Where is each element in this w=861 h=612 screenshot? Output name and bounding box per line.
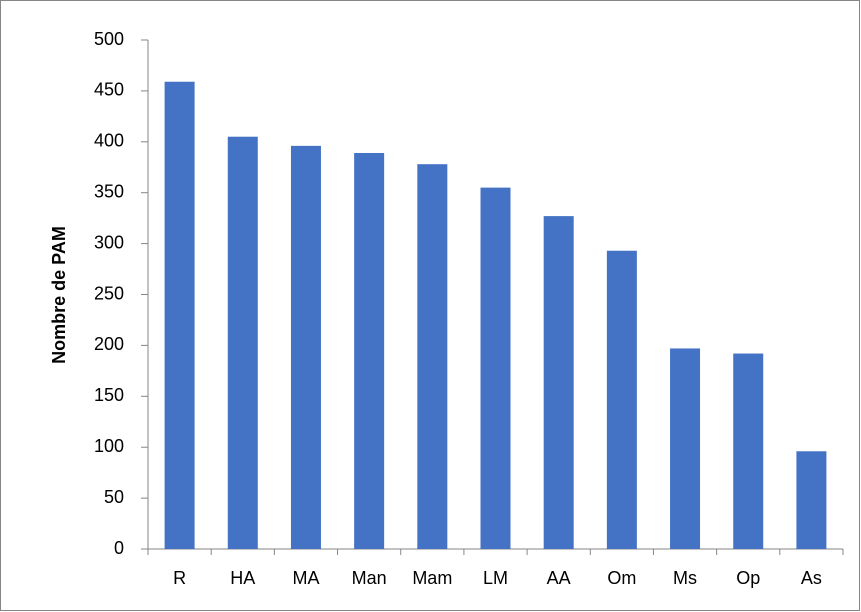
x-tick-label: MA [292, 568, 319, 588]
bar [164, 81, 195, 549]
x-tick-label: AA [547, 568, 571, 588]
x-tick-label: HA [230, 568, 255, 588]
bar [227, 136, 258, 549]
y-tick-label: 0 [114, 538, 124, 558]
y-tick-label: 300 [94, 232, 124, 252]
x-tick-label: R [173, 568, 186, 588]
bar [606, 250, 637, 549]
bar [670, 348, 701, 549]
y-tick-label: 500 [94, 29, 124, 49]
bar [290, 145, 321, 549]
y-tick-label: 200 [94, 334, 124, 354]
bar [796, 451, 827, 549]
bar [480, 187, 511, 550]
bar [733, 353, 764, 549]
bar [417, 164, 448, 550]
bar [354, 152, 385, 550]
x-tick-label: Man [352, 568, 387, 588]
x-tick-label: LM [483, 568, 508, 588]
y-tick-label: 450 [94, 80, 124, 100]
y-axis-label: Nombre de PAM [49, 226, 69, 364]
y-tick-label: 350 [94, 181, 124, 201]
bar [543, 216, 574, 549]
x-tick-label: Ms [673, 568, 697, 588]
y-tick-label: 150 [94, 385, 124, 405]
y-tick-label: 50 [104, 487, 124, 507]
y-tick-label: 250 [94, 283, 124, 303]
x-tick-label: Op [736, 568, 760, 588]
y-tick-label: 100 [94, 436, 124, 456]
x-tick-label: Mam [412, 568, 452, 588]
y-tick-label: 400 [94, 131, 124, 151]
x-tick-label: Om [607, 568, 636, 588]
x-tick-label: As [801, 568, 822, 588]
